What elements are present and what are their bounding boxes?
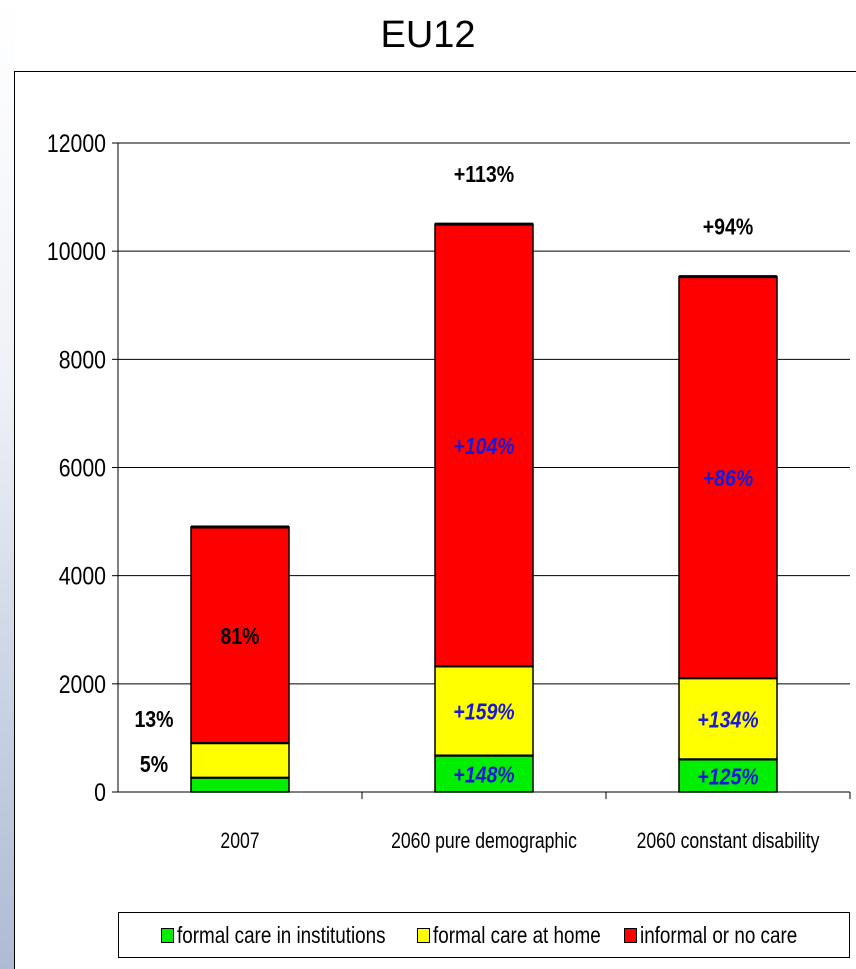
legend-label: formal care at home <box>433 921 601 948</box>
bar-segment <box>678 275 778 679</box>
legend-item: informal or no care <box>623 921 808 949</box>
y-tick-label: 6000 <box>59 454 106 482</box>
bar-segment-data-label: +104% <box>453 434 514 460</box>
legend-item: formal care in institutions <box>160 921 407 949</box>
chart-legend: formal care in institutions formal care a… <box>118 912 850 958</box>
slide-side-gradient <box>0 0 14 969</box>
y-tick-label: 8000 <box>59 346 106 374</box>
bar-segment <box>190 742 290 779</box>
bar-segment <box>190 526 290 744</box>
legend-swatch <box>417 927 431 943</box>
legend-swatch <box>623 927 637 943</box>
side-share-label: 13% <box>134 707 173 733</box>
legend-swatch <box>160 927 174 943</box>
bar-segment-data-label: +148% <box>453 762 514 788</box>
y-tick-label: 10000 <box>47 238 106 266</box>
bar-segment-data-label: 81% <box>220 623 259 649</box>
bar-total-label: +113% <box>454 162 514 188</box>
y-tick-label: 0 <box>94 778 106 806</box>
bar-segment <box>678 758 778 793</box>
bar-segment <box>190 776 290 793</box>
y-tick-label: 12000 <box>47 129 106 157</box>
bar-segment-data-label: +134% <box>697 707 758 733</box>
bar-segment <box>434 665 534 756</box>
y-tick-label: 2000 <box>59 670 106 698</box>
bar-segment <box>678 677 778 760</box>
bar-segment-data-label: +86% <box>703 466 754 492</box>
legend-label: formal care in institutions <box>176 921 386 948</box>
legend-label: informal or no care <box>639 921 797 948</box>
bar-segment <box>434 223 534 667</box>
bar-segment-data-label: +125% <box>697 764 758 790</box>
side-share-label: 5% <box>140 752 168 778</box>
x-category-label: 2007 <box>220 829 259 853</box>
bar-segment-data-label: +159% <box>453 699 514 725</box>
x-category-label: 2060 pure demographic <box>391 829 577 853</box>
y-tick-label: 4000 <box>59 562 106 590</box>
bar-total-label: +94% <box>703 214 754 240</box>
legend-item: formal care at home <box>417 922 614 949</box>
x-category-label: 2060 constant disability <box>637 829 820 853</box>
chart-title: EU12 <box>380 14 476 56</box>
bar-segment <box>434 754 534 793</box>
